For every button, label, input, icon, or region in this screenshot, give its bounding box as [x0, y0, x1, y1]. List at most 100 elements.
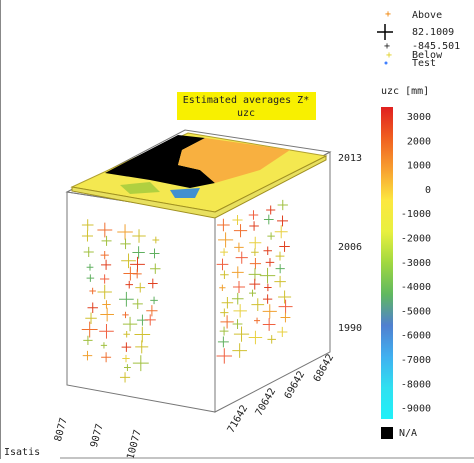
sample — [123, 364, 131, 371]
sample — [99, 323, 114, 339]
sample — [216, 258, 229, 271]
z-axis-label: 2006 — [338, 242, 362, 253]
sample — [266, 205, 276, 215]
sample — [277, 215, 288, 227]
sample — [135, 282, 146, 293]
sample — [233, 224, 248, 238]
sample — [132, 246, 145, 259]
sample — [232, 343, 247, 358]
symbol — [377, 24, 393, 40]
slice-patch — [170, 188, 200, 198]
sample — [147, 278, 158, 289]
title-box — [177, 92, 316, 120]
colorbar-label: -5000 — [401, 306, 431, 317]
symbol: + — [386, 50, 392, 61]
sample — [101, 352, 112, 363]
sample — [146, 305, 158, 317]
sample — [263, 246, 272, 255]
slice-mask — [105, 135, 215, 188]
sample — [231, 292, 244, 305]
sample — [102, 300, 111, 309]
sample — [144, 314, 156, 326]
symbol — [384, 61, 388, 65]
sample — [232, 214, 243, 226]
legend: + + + Above 82.1009 -845.501 Below Test — [377, 9, 460, 69]
colorbar-title: uzc [mm] — [381, 86, 429, 97]
sample — [248, 210, 259, 220]
sample — [267, 335, 276, 344]
sample — [122, 316, 138, 332]
sample — [264, 283, 272, 292]
sample — [279, 241, 290, 252]
sample — [249, 258, 262, 270]
sample — [267, 232, 275, 240]
sample — [262, 318, 276, 331]
sample — [249, 289, 257, 297]
sample — [248, 268, 262, 281]
colorbar-label: -1000 — [401, 209, 431, 220]
legend-item: Above — [412, 10, 442, 21]
na-label: N/A — [399, 428, 417, 439]
sample — [152, 236, 160, 244]
title: Estimated averages Z* — [183, 95, 309, 106]
sample — [220, 248, 228, 256]
sample — [101, 259, 112, 270]
symbol: + — [385, 9, 391, 20]
legend-item: Below — [412, 50, 443, 61]
sample — [249, 236, 262, 249]
sample — [275, 264, 285, 274]
colorbar-label: 2000 — [407, 136, 431, 147]
sample — [100, 307, 114, 322]
sample — [149, 248, 160, 259]
colorbar-label: 1000 — [407, 161, 431, 172]
legend-item: -845.501 — [412, 41, 460, 52]
sample — [100, 342, 108, 349]
colorbar-label: -3000 — [401, 258, 431, 269]
sample — [130, 256, 145, 272]
sample — [249, 221, 259, 231]
sample — [123, 330, 130, 338]
sample — [150, 263, 161, 274]
colorbar-label: -2000 — [401, 234, 431, 245]
sample — [100, 274, 110, 284]
sample — [233, 304, 247, 318]
x-axis-label: 10077 — [125, 429, 143, 459]
sample — [219, 284, 226, 291]
sample — [265, 258, 275, 267]
sample — [121, 253, 136, 269]
y-axis-label: 70642 — [254, 386, 279, 418]
sample — [232, 319, 243, 329]
colorbar-label: -9000 — [401, 404, 431, 415]
sample — [117, 224, 133, 240]
sample — [216, 348, 233, 364]
sample — [132, 269, 142, 279]
colorbar-label: -7000 — [401, 355, 431, 366]
sample — [275, 251, 285, 261]
sample — [86, 274, 95, 282]
sample — [101, 235, 112, 246]
sample — [263, 214, 274, 225]
sample — [220, 270, 229, 279]
slice-patch — [120, 182, 160, 194]
sample — [254, 317, 261, 324]
sample — [120, 238, 131, 250]
colorbar-label: 3000 — [407, 112, 431, 123]
sample — [234, 242, 244, 253]
sample — [125, 280, 134, 289]
sample — [81, 321, 98, 338]
sample — [277, 326, 288, 338]
sample — [219, 326, 229, 336]
na-swatch — [381, 427, 393, 439]
x-axis-label: 9077 — [89, 423, 106, 449]
sample — [218, 232, 234, 248]
subtitle: uzc — [237, 108, 255, 119]
sample — [97, 284, 112, 300]
sample — [134, 326, 151, 343]
colorbar — [381, 107, 393, 419]
sample — [235, 251, 248, 264]
slice-patch — [178, 138, 290, 183]
sample — [280, 312, 291, 323]
footer: Isatis — [4, 447, 40, 458]
sample — [83, 246, 94, 258]
